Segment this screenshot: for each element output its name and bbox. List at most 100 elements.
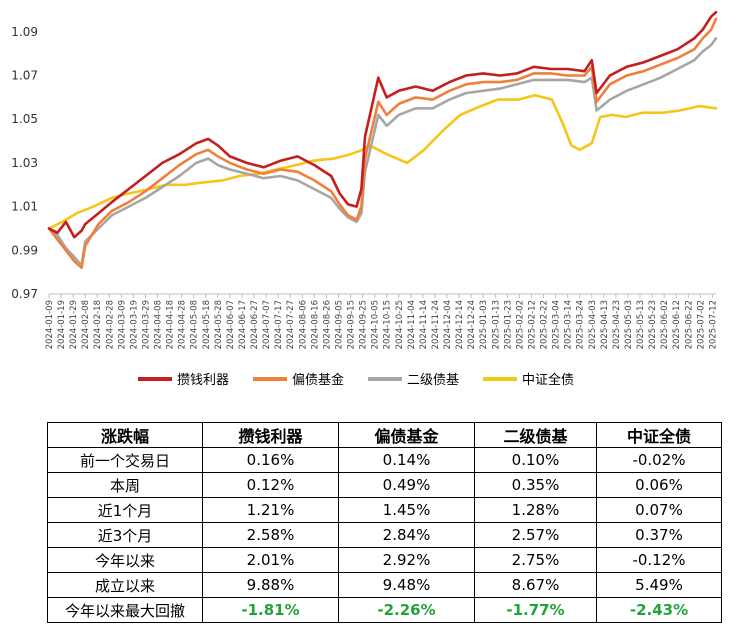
row-label: 前一个交易日 (47, 447, 203, 473)
x-tick-label: 2024-10-05 (371, 300, 381, 349)
table-cell: 1.28% (474, 497, 597, 523)
x-tick-label: 2024-05-08 (190, 300, 200, 349)
table-row: 本周 0.12% 0.49% 0.35% 0.06% (47, 472, 722, 498)
table-cell: 2.57% (474, 522, 597, 548)
table-cell: 0.06% (596, 472, 722, 498)
x-tick-label: 2024-10-15 (383, 300, 393, 349)
table-cell: 1.21% (202, 497, 339, 523)
x-tick-label: 2024-05-18 (202, 300, 212, 349)
x-tick-label: 2025-07-12 (708, 300, 718, 349)
x-tick-label: 2025-01-03 (479, 300, 489, 349)
legend-swatch (138, 376, 172, 381)
x-tick-label: 2025-05-03 (624, 300, 634, 349)
table-row: 今年以来最大回撤 -1.81% -2.26% -1.77% -2.43% (47, 597, 722, 623)
y-tick-label: 0.97 (11, 287, 38, 301)
x-tick-label: 2025-03-24 (576, 300, 586, 349)
table-cell: 0.12% (202, 472, 339, 498)
x-tick-label: 2024-01-09 (45, 300, 55, 349)
x-tick-label: 2024-03-19 (129, 300, 139, 349)
table-header: 二级债基 (474, 422, 597, 448)
table-cell: 1.45% (338, 497, 475, 523)
y-tick-label: 1.01 (11, 200, 38, 214)
table-row: 近1个月 1.21% 1.45% 1.28% 0.07% (47, 497, 722, 523)
x-tick-label: 2025-01-13 (491, 300, 501, 349)
y-tick-label: 0.99 (11, 243, 38, 257)
x-tick-label: 2025-06-22 (684, 300, 694, 349)
x-tick-label: 2024-06-07 (226, 300, 236, 349)
x-tick-label: 2025-05-13 (636, 300, 646, 349)
table-cell: 0.14% (338, 447, 475, 473)
table-cell: 0.16% (202, 447, 339, 473)
table-cell: 2.75% (474, 547, 597, 573)
table-header-row: 涨跌幅 攒钱利器 偏债基金 二级债基 中证全债 (47, 422, 722, 448)
x-tick-label: 2024-11-14 (419, 300, 429, 349)
row-label: 本周 (47, 472, 203, 498)
row-label: 近1个月 (47, 497, 203, 523)
row-label: 近3个月 (47, 522, 203, 548)
table-cell: 0.07% (596, 497, 722, 523)
table-cell: 9.48% (338, 572, 475, 598)
x-tick-label: 2024-11-04 (407, 300, 417, 349)
x-tick-label: 2024-01-19 (57, 300, 67, 349)
x-tick-label: 2025-05-23 (648, 300, 658, 349)
legend-swatch (483, 376, 517, 381)
line-chart: 0.970.991.011.031.051.071.09 2024-01-09 2… (11, 10, 718, 349)
x-tick-label: 2024-02-08 (81, 300, 91, 349)
x-tick-label: 2024-01-29 (69, 300, 79, 349)
legend-label: 偏债基金 (292, 373, 345, 388)
table-header: 涨跌幅 (47, 422, 203, 448)
table-cell: 0.37% (596, 522, 722, 548)
row-label: 今年以来最大回撤 (47, 597, 203, 623)
x-tick-label: 2024-09-05 (334, 300, 344, 349)
table-cell: 2.84% (338, 522, 475, 548)
series-line (47, 93, 718, 230)
x-tick-label: 2024-08-26 (322, 300, 332, 349)
x-tick-label: 2025-06-02 (660, 300, 670, 349)
table-row: 前一个交易日 0.16% 0.14% 0.10% -0.02% (47, 447, 722, 473)
x-tick-label: 2024-02-18 (93, 300, 103, 349)
x-tick-label: 2024-11-24 (431, 300, 441, 349)
y-tick-label: 1.03 (11, 156, 38, 170)
x-tick-label: 2024-04-18 (166, 300, 176, 349)
table-cell: 2.01% (202, 547, 339, 573)
x-tick-label: 2024-07-27 (286, 300, 296, 349)
legend-swatch (368, 376, 402, 381)
table-cell: 2.58% (202, 522, 339, 548)
x-tick-label: 2024-07-17 (274, 300, 284, 349)
series-line (47, 10, 718, 239)
table-header: 中证全债 (596, 422, 722, 448)
series-line (47, 17, 718, 270)
table-cell: 5.49% (596, 572, 722, 598)
table-header: 攒钱利器 (202, 422, 339, 448)
x-tick-label: 2024-02-28 (105, 300, 115, 349)
x-tick-label: 2024-03-09 (117, 300, 127, 349)
legend-item: 中证全债 (483, 369, 574, 388)
x-tick-label: 2025-07-02 (696, 300, 706, 349)
table-cell: -2.26% (338, 597, 475, 623)
x-tick-label: 2024-12-24 (467, 300, 477, 349)
table-cell: 9.88% (202, 572, 339, 598)
x-tick-label: 2024-08-16 (310, 300, 320, 349)
legend-swatch (253, 376, 287, 381)
x-tick-label: 2025-02-12 (527, 300, 537, 349)
x-tick-label: 2024-10-25 (395, 300, 405, 349)
x-tick-label: 2025-03-14 (564, 300, 574, 349)
table-cell: 0.49% (338, 472, 475, 498)
table-row: 成立以来 9.88% 9.48% 8.67% 5.49% (47, 572, 722, 598)
x-tick-label: 2024-09-15 (347, 300, 357, 349)
y-tick-label: 1.07 (11, 69, 38, 83)
legend-label: 二级债基 (407, 373, 460, 388)
legend-label: 攒钱利器 (177, 373, 230, 388)
y-tick-label: 1.09 (11, 25, 38, 39)
legend-item: 攒钱利器 (138, 369, 229, 388)
table-cell: -2.43% (596, 597, 722, 623)
x-tick-label: 2024-03-29 (141, 300, 151, 349)
x-tick-label: 2024-12-14 (455, 300, 465, 349)
table-row: 近3个月 2.58% 2.84% 2.57% 0.37% (47, 522, 722, 548)
y-tick-label: 1.05 (11, 112, 38, 126)
table-cell: 2.92% (338, 547, 475, 573)
legend-item: 偏债基金 (253, 369, 344, 388)
x-tick-label: 2024-12-04 (443, 300, 453, 349)
table-row: 今年以来 2.01% 2.92% 2.75% -0.12% (47, 547, 722, 573)
table-cell: -0.12% (596, 547, 722, 573)
